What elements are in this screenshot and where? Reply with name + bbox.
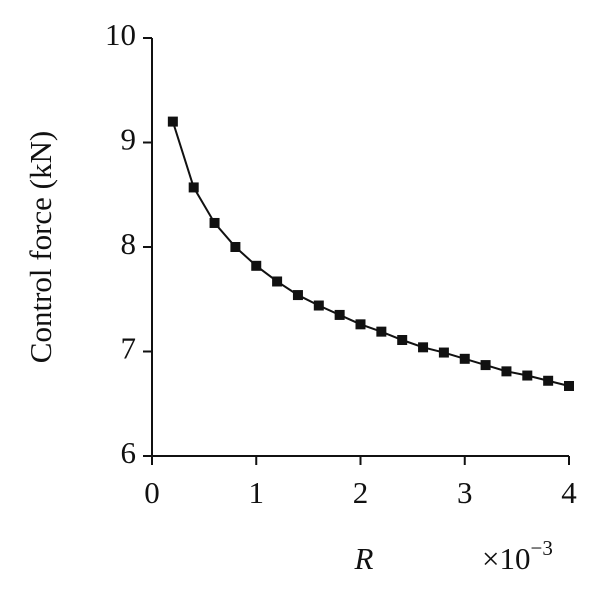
marker xyxy=(418,342,429,353)
y-tick-label: 7 xyxy=(121,331,137,366)
marker xyxy=(459,353,470,364)
x-multiplier-base: ×10 xyxy=(482,541,530,576)
x-axis-label: R xyxy=(354,541,374,576)
marker xyxy=(188,182,199,193)
marker xyxy=(480,360,491,371)
marker xyxy=(564,380,574,391)
marker xyxy=(313,300,324,311)
marker xyxy=(167,116,178,127)
marker xyxy=(230,242,241,252)
y-tick-label: 8 xyxy=(121,226,137,261)
x-tick-label: 3 xyxy=(457,475,473,510)
marker xyxy=(543,375,554,386)
y-tick-label: 9 xyxy=(121,122,137,157)
marker xyxy=(292,290,303,301)
x-multiplier: ×10−3 xyxy=(482,536,553,576)
y-tick-label: 10 xyxy=(105,17,136,52)
y-axis-label: Control force (kN) xyxy=(23,131,58,363)
y-tick-label: 6 xyxy=(121,435,137,470)
x-multiplier-exponent: −3 xyxy=(530,536,552,560)
marker xyxy=(272,276,283,287)
marker xyxy=(355,319,366,330)
marker xyxy=(397,335,408,346)
x-tick-label: 2 xyxy=(353,475,369,510)
line xyxy=(171,121,570,387)
marker xyxy=(522,370,533,381)
marker xyxy=(438,347,449,358)
x-tick-label: 1 xyxy=(249,475,265,510)
marker xyxy=(251,260,262,271)
x-tick-label: 0 xyxy=(144,475,160,510)
marker xyxy=(209,217,220,228)
marker xyxy=(334,309,345,320)
marker xyxy=(501,366,512,377)
marker xyxy=(376,326,387,337)
x-tick-label: 4 xyxy=(561,475,577,510)
